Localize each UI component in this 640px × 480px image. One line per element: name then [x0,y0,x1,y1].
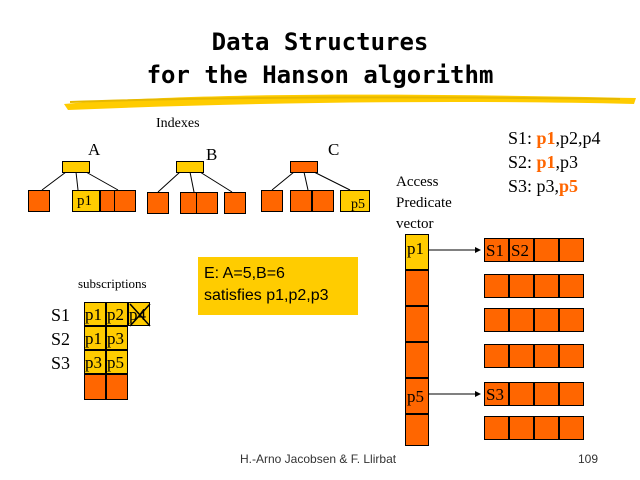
tree-b-leaf-cell [196,192,218,214]
subscription-legend: S1: p1,p2,p4 S2: p1,p3 S3: p3,p5 [508,126,601,198]
title-line-1: Data Structures [211,28,429,56]
list-cell [484,344,509,368]
tree-b-label: B [206,145,218,164]
list-cell [509,308,534,332]
page-number: 109 [578,452,599,466]
subscription-empty-cell [84,374,106,400]
subscription-s1-name: S1 [51,305,71,325]
list-cell [559,274,584,298]
list-cell [509,382,534,406]
subscriptions-label: subscriptions [78,276,147,291]
list-cell [559,416,584,440]
event-box: E: A=5,B=6 satisfies p1,p2,p3 [198,257,358,315]
list-cell [484,416,509,440]
list-cell [534,344,559,368]
vector-cell-p1: p1 [405,234,429,270]
legend-s3: S3: p3,p5 [508,176,579,196]
subscription-empty-cell [106,374,128,400]
list-cell [559,382,584,406]
list-cell [559,308,584,332]
subscription-s2-name: S2 [51,329,71,349]
tree-c-root-node [290,161,318,173]
vector-cell [405,414,429,446]
list-cell [534,416,559,440]
tree-a-leaf-cell [28,190,50,212]
access-vector-label: Access Predicate vector [396,174,452,232]
tree-b-leaf-cell [224,192,246,214]
list-cell [484,308,509,332]
subscription-s1-cell-2: p2 [106,302,128,326]
subscription-s2-cell-2: p3 [106,326,128,350]
subscription-s3-cell-1: p3 [84,350,106,374]
list-cell [509,416,534,440]
tree-a-label: A [88,140,101,159]
list-cell [559,344,584,368]
subscription-s1-cell-1: p1 [84,302,106,326]
event-line-2: satisfies p1,p2,p3 [204,287,329,304]
tree-c-leaf-label: p5 [351,197,365,212]
subscription-s2-cell-1: p1 [84,326,106,350]
tree-a-leaf-label: p1 [77,193,92,209]
footer-author: H.-Arno Jacobsen & F. Llirbat [240,452,397,466]
tree-a-root-node [62,161,90,173]
list-cell [509,344,534,368]
tree-a-leaf-p1: p1 [72,190,100,212]
title-line-2: for the Hanson algorithm [146,61,494,89]
vector-cell [405,270,429,306]
event-line-1: E: A=5,B=6 [204,265,285,282]
tree-c-leaf-cell [312,190,334,212]
cross-out-mark [129,303,151,327]
tree-c-leaf-cell [290,190,312,212]
tree-c-leaf-p5: p5 [340,190,370,212]
tree-b-leaf-cell [147,192,169,214]
list-cell [534,274,559,298]
list-cell [559,238,584,262]
list-cell [534,308,559,332]
list-cell: S3 [484,382,509,406]
legend-s1: S1: p1,p2,p4 [508,128,601,148]
list-cell [484,274,509,298]
list-cell [509,274,534,298]
list-cell: S1 [484,238,509,262]
subscription-s3-cell-2: p5 [106,350,128,374]
brush-stroke-underline [64,94,636,110]
tree-c-label: C [328,140,340,159]
vector-cell-p5: p5 [405,378,429,414]
vector-cell [405,342,429,378]
tree-b-root-node [176,161,204,173]
list-cell [534,382,559,406]
indexes-label: Indexes [156,116,200,131]
legend-s2: S2: p1,p3 [508,152,579,172]
subscription-s1-cell-3-crossed: p4 [128,302,151,327]
vector-cell [405,306,429,342]
tree-c-leaf-cell [261,190,283,212]
list-cell [534,238,559,262]
tree-a-leaf-cell [114,190,136,212]
subscription-s3-name: S3 [51,353,71,373]
list-cell: S2 [509,238,534,262]
